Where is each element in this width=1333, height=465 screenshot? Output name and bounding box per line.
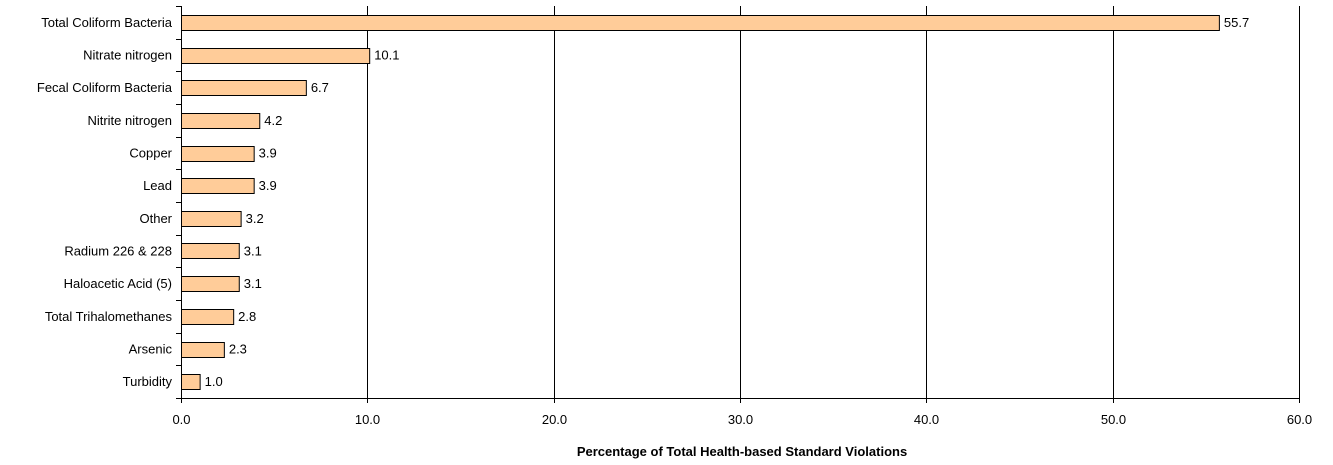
bar [181, 309, 235, 325]
data-label: 3.2 [246, 211, 264, 226]
data-label: 2.3 [229, 342, 247, 357]
bar [181, 211, 242, 227]
grid-lines [367, 6, 1300, 398]
category-label: Radium 226 & 228 [64, 244, 172, 259]
x-tick-label: 30.0 [728, 412, 753, 427]
bar [181, 276, 240, 292]
x-tick-label: 40.0 [914, 412, 939, 427]
x-tick-label: 10.0 [355, 412, 380, 427]
x-tick-label: 20.0 [542, 412, 567, 427]
category-label: Lead [143, 178, 172, 193]
data-label: 6.7 [311, 80, 329, 95]
category-label: Total Coliform Bacteria [41, 15, 173, 30]
category-label: Other [139, 211, 172, 226]
x-axis-title: Percentage of Total Health-based Standar… [577, 444, 907, 459]
data-label: 3.9 [259, 178, 277, 193]
bar [181, 374, 201, 390]
data-label: 3.1 [244, 276, 262, 291]
bar [181, 342, 225, 358]
bar [181, 48, 371, 64]
data-label: 2.8 [238, 309, 256, 324]
data-label: 1.0 [205, 374, 223, 389]
bar [181, 15, 1220, 31]
tick-labels: 0.0 10.0 20.0 30.0 40.0 50.0 60.0 [172, 412, 1312, 427]
value-labels: 55.7 10.1 6.7 4.2 3.9 3.9 3.2 3.1 3.1 2.8 2.3 1.0 [205, 15, 1250, 389]
data-label: 3.1 [244, 244, 262, 259]
category-label: Total Trihalomethanes [45, 309, 173, 324]
category-label: Nitrate nitrogen [83, 48, 172, 63]
bars [181, 15, 1220, 390]
x-tick-label: 0.0 [172, 412, 190, 427]
data-label: 4.2 [264, 113, 282, 128]
category-label: Fecal Coliform Bacteria [37, 80, 173, 95]
category-label: Arsenic [129, 342, 173, 357]
category-label: Nitrite nitrogen [87, 113, 172, 128]
axes [176, 6, 1300, 403]
bar [181, 146, 255, 162]
data-label: 55.7 [1224, 15, 1249, 30]
bar [181, 80, 307, 96]
category-label: Copper [129, 146, 172, 161]
x-tick-label: 60.0 [1287, 412, 1312, 427]
bar [181, 243, 240, 259]
category-label: Turbidity [123, 374, 173, 389]
bar [181, 113, 261, 129]
data-label: 3.9 [259, 146, 277, 161]
data-label: 10.1 [374, 48, 399, 63]
category-label: Haloacetic Acid (5) [64, 276, 172, 291]
x-tick-label: 50.0 [1101, 412, 1126, 427]
bar [181, 178, 255, 194]
category-labels: Total Coliform Bacteria Nitrate nitrogen F… [37, 15, 173, 389]
